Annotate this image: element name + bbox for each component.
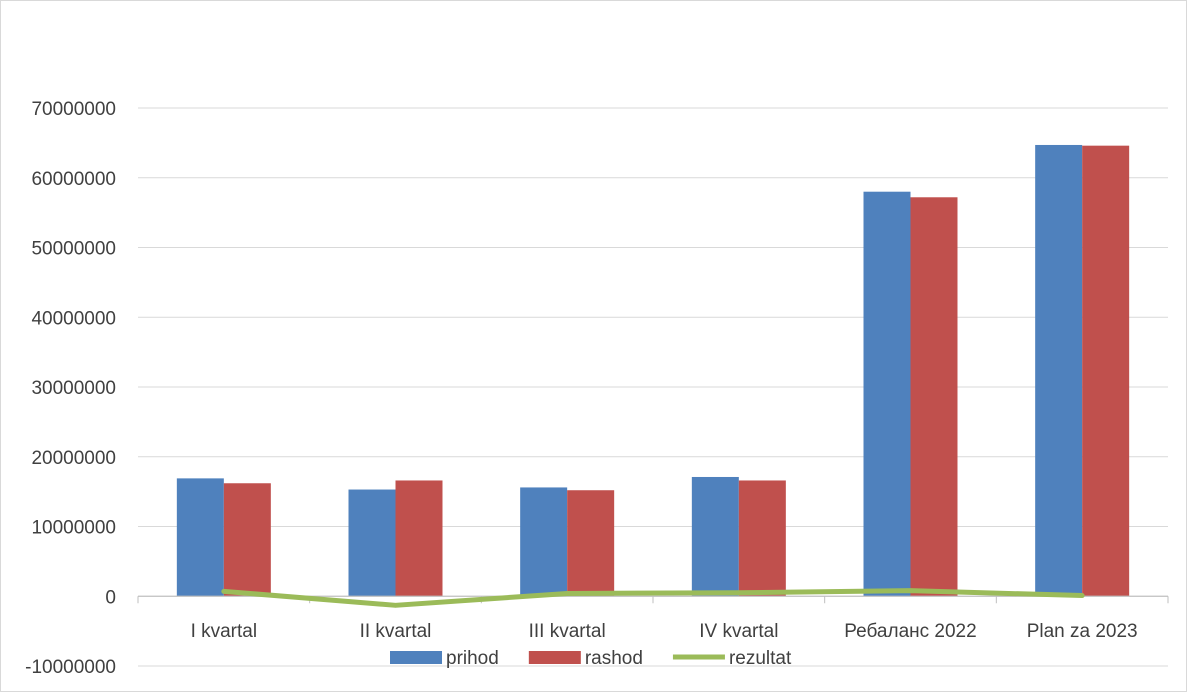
- x-category-label: II kvartal: [360, 621, 432, 642]
- y-tick-label: 70000000: [31, 99, 116, 120]
- bar-rashod: [1082, 145, 1130, 597]
- legend-label-prihod: prihod: [446, 648, 499, 669]
- gridlines: [138, 107, 1168, 667]
- bar-prihod: [348, 489, 396, 597]
- legend-swatch-rashod: [528, 651, 581, 664]
- y-tick-label: 30000000: [31, 378, 116, 399]
- bar-rashod: [738, 480, 786, 597]
- y-tick-label: 60000000: [31, 169, 116, 190]
- y-tick-label: 20000000: [31, 448, 116, 469]
- bar-rashod: [223, 483, 271, 597]
- line-rezultat: [221, 588, 1085, 608]
- bar-rashod: [567, 490, 615, 597]
- legend-swatch-prihod: [390, 651, 442, 664]
- x-category-label: Ребаланс 2022: [844, 621, 976, 642]
- bar-prihod: [1035, 144, 1083, 597]
- bar-prihod: [176, 478, 224, 597]
- bar-series: [176, 144, 1130, 597]
- bar-rashod: [910, 197, 958, 597]
- y-tick-label: -10000000: [25, 657, 116, 678]
- y-tick-label: 0: [105, 587, 116, 608]
- legend-label-rezultat: rezultat: [729, 648, 792, 669]
- y-tick-label: 50000000: [31, 239, 116, 260]
- x-category-label: III kvartal: [529, 621, 606, 642]
- y-axis-tick-labels: -10000000 0 10000000 20000000 30000000 400000…: [25, 99, 116, 678]
- bar-rashod: [395, 480, 443, 597]
- x-category-label: IV kvartal: [699, 621, 778, 642]
- y-tick-label: 40000000: [31, 308, 116, 329]
- legend-label-rashod: rashod: [585, 648, 643, 669]
- x-category-label: Plan za 2023: [1027, 621, 1138, 642]
- y-tick-label: 10000000: [31, 518, 116, 539]
- bar-prihod: [520, 487, 568, 597]
- line-series: [221, 588, 1085, 608]
- bar-prihod: [691, 476, 739, 597]
- legend: prihod rashod rezultat: [390, 648, 792, 669]
- x-category-label: I kvartal: [191, 621, 258, 642]
- x-axis-category-labels: I kvartal II kvartal III kvartal IV kvartal…: [191, 621, 1138, 642]
- bar-prihod: [863, 191, 911, 597]
